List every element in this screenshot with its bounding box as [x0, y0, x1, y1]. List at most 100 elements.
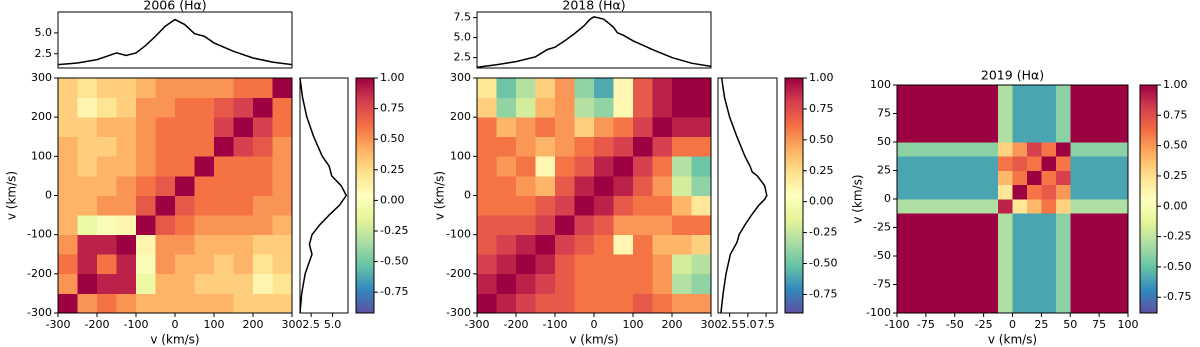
heatmap-cell: [1026, 127, 1042, 143]
heatmap-cell: [233, 175, 254, 196]
heatmap-cell: [194, 156, 215, 177]
heatmap-cell: [594, 136, 614, 157]
heatmap-cell: [691, 156, 712, 177]
heatmap-cell: [1012, 127, 1028, 143]
heatmap-cell: [574, 215, 595, 236]
heatmap-cell: [998, 256, 1013, 271]
y-tick-label: 5.0: [35, 26, 53, 39]
heatmap-cell: [477, 254, 497, 275]
heatmap-cell: [1026, 256, 1042, 271]
heatmap-cell: [613, 175, 634, 196]
heatmap-cell: [897, 85, 912, 100]
heatmap-cell: [58, 254, 78, 275]
y-tick-label: 100: [31, 149, 52, 162]
heatmap-cell: [954, 85, 970, 100]
heatmap-cell: [1041, 298, 1057, 314]
heatmap-cell: [194, 293, 215, 314]
heatmap-cell: [983, 284, 999, 300]
heatmap-cell: [136, 234, 156, 255]
heatmap-cell: [633, 156, 653, 177]
heatmap-cell: [940, 256, 956, 271]
heatmap-cell: [97, 156, 117, 177]
heatmap-cell: [496, 136, 517, 157]
heatmap-cell: [594, 117, 614, 138]
heatmap-cell: [998, 142, 1013, 157]
heatmap-cell: [155, 136, 176, 157]
heatmap-cell: [969, 99, 985, 114]
colorbar-tick-label: 0.75: [1163, 108, 1188, 121]
heatmap-cell: [897, 199, 912, 214]
heatmap-cell: [1026, 298, 1042, 314]
heatmap-cell: [1113, 298, 1129, 314]
heatmap-cell: [194, 117, 215, 138]
heatmap-cell: [911, 241, 927, 257]
heatmap-cell: [983, 113, 999, 129]
heatmap-cell: [77, 136, 98, 157]
colorbar-tick-label: -0.50: [1163, 260, 1191, 273]
heatmap-cell: [116, 175, 137, 196]
heatmap-cell: [214, 97, 234, 118]
heatmap-cell: [1055, 85, 1071, 100]
heatmap-cell: [77, 234, 98, 255]
heatmap-cell: [1012, 85, 1028, 100]
heatmap-cell: [633, 215, 653, 236]
heatmap-cell: [998, 85, 1013, 100]
heatmap-cell: [272, 195, 293, 216]
heatmap-cell: [691, 117, 712, 138]
heatmap-cell: [535, 293, 556, 314]
heatmap-cell: [233, 78, 254, 98]
colorbar-tick-label: -0.75: [1163, 290, 1191, 303]
heatmap-cell: [1041, 113, 1057, 129]
heatmap-cell: [983, 156, 999, 171]
heatmap-cell: [998, 156, 1013, 171]
y-axis-label: v (km/s): [5, 171, 19, 220]
heatmap-cell: [925, 213, 941, 228]
x-tick-label: 0: [591, 318, 598, 331]
heatmap-cell: [652, 254, 673, 275]
heatmap-cell: [1084, 99, 1100, 114]
heatmap-cell: [1099, 85, 1114, 100]
heatmap-cell: [1113, 99, 1129, 114]
heatmap-cell: [1041, 241, 1057, 257]
heatmap-cell: [954, 99, 970, 114]
heatmap-cell: [175, 136, 195, 157]
heatmap-cell: [911, 113, 927, 129]
colorbar-tick-label: 0.25: [380, 163, 405, 176]
heatmap-cell: [214, 175, 234, 196]
heatmap-cell: [672, 195, 692, 216]
y-axis-label: v (km/s): [433, 171, 447, 220]
y-tick-label: 75: [877, 107, 891, 120]
heatmap-cell: [1113, 270, 1129, 285]
heatmap-cell: [1070, 284, 1086, 300]
heatmap-cell: [477, 97, 497, 118]
heatmap-cell: [97, 97, 117, 118]
heatmap-cell: [672, 78, 692, 98]
heatmap-cell: [1055, 113, 1071, 129]
heatmap-cell: [652, 78, 673, 98]
heatmap-cell: [691, 175, 712, 196]
heatmap-cell: [911, 156, 927, 171]
heatmap-cell: [652, 97, 673, 118]
heatmap-cell: [136, 273, 156, 294]
heatmap-cell: [672, 175, 692, 196]
heatmap-cell: [911, 256, 927, 271]
heatmap-cell: [233, 293, 254, 314]
heatmap-cell: [175, 195, 195, 216]
heatmap-cell: [954, 142, 970, 157]
heatmap-cell: [214, 195, 234, 216]
heatmap-cell: [214, 215, 234, 236]
heatmap-cell: [633, 117, 653, 138]
x-tick-label: 100: [1118, 318, 1139, 331]
heatmap-cell: [594, 78, 614, 98]
heatmap-cell: [1026, 142, 1042, 157]
heatmap-cell: [155, 215, 176, 236]
heatmap-cell: [58, 97, 78, 118]
y-tick-label: -50: [873, 249, 891, 262]
heatmap-cell: [1099, 241, 1114, 257]
heatmap-cell: [253, 136, 273, 157]
heatmap-cell: [969, 127, 985, 143]
heatmap-cell: [58, 215, 78, 236]
heatmap-cell: [594, 293, 614, 314]
heatmap-cell: [1113, 284, 1129, 300]
heatmap-cell: [954, 170, 970, 186]
